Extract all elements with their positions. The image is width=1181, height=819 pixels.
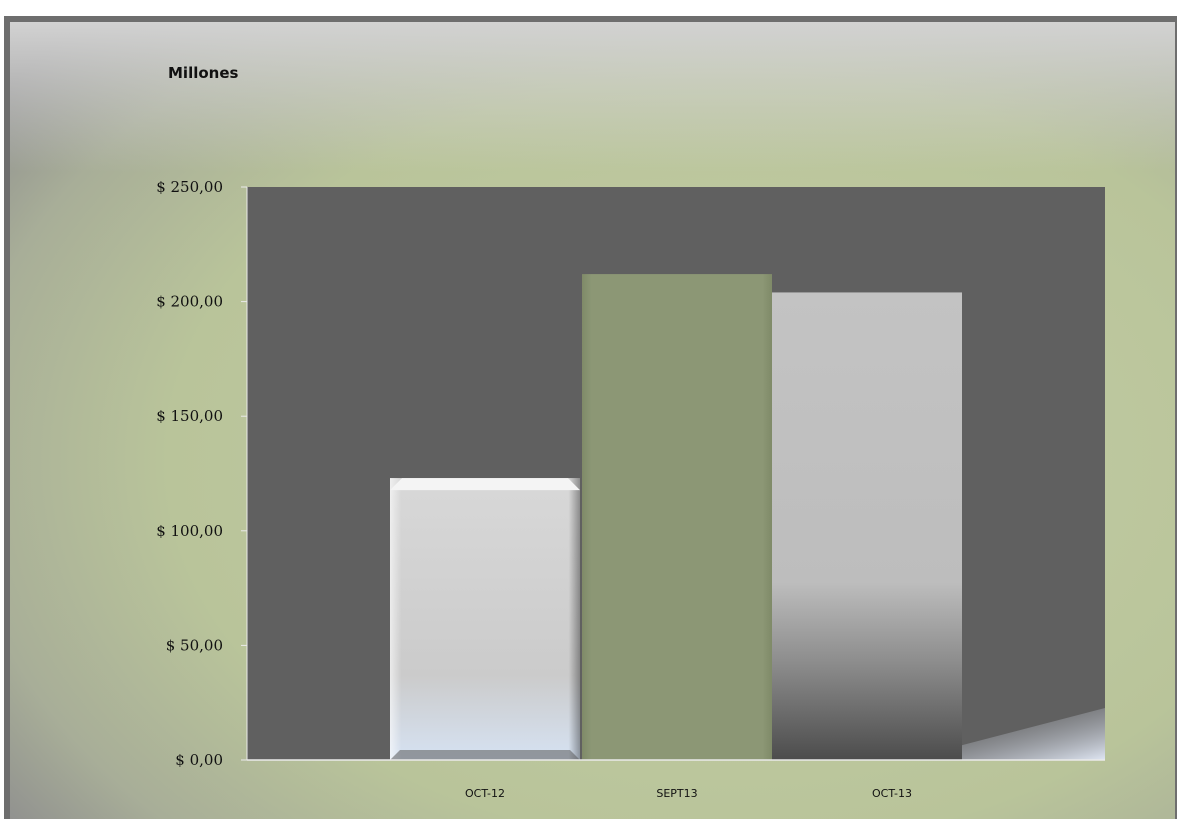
bar-bevel-bottom xyxy=(390,750,580,760)
y-tick-label: $ 200,00 xyxy=(156,293,223,311)
bar-sept13 xyxy=(582,274,772,760)
y-tick-label: $ 50,00 xyxy=(166,636,223,654)
y-tick-label: $ 100,00 xyxy=(156,522,223,540)
axes: $ 0,00 $ 50,00 $ 100,00 $ 150,00 $ 200,00 $ 2… xyxy=(156,178,1105,800)
bar-bevel-sides xyxy=(390,478,580,760)
y-unit-label: Millones xyxy=(168,64,239,82)
chart-background-top-fade xyxy=(10,22,1175,172)
x-tick-label: OCT-13 xyxy=(872,787,912,800)
x-tick-label: OCT-12 xyxy=(465,787,505,800)
x-tick-label: SEPT13 xyxy=(656,787,697,800)
bar-oct-13 xyxy=(772,292,962,760)
y-tick-label: $ 150,00 xyxy=(156,407,223,425)
bar-fill xyxy=(772,292,962,760)
y-tick-label: $ 250,00 xyxy=(156,178,223,196)
y-tick-label: $ 0,00 xyxy=(175,751,223,769)
bar-oct-12 xyxy=(390,478,580,760)
bar-bevel-top xyxy=(390,478,580,491)
bar-fill xyxy=(582,274,772,760)
bars xyxy=(390,274,962,760)
